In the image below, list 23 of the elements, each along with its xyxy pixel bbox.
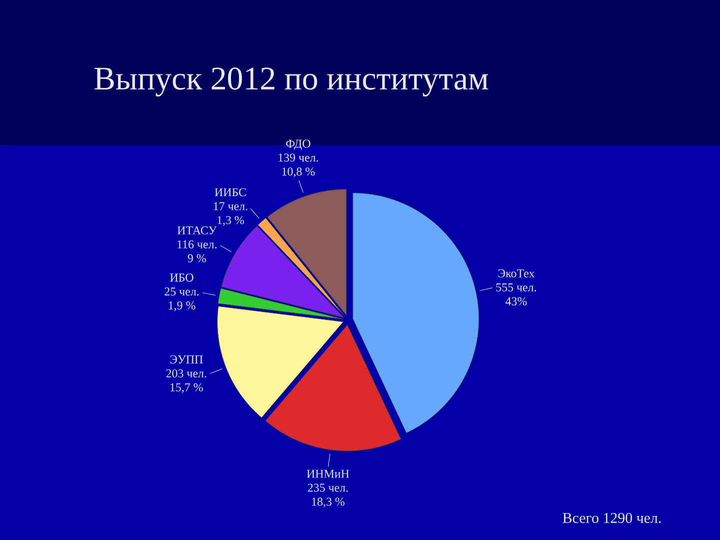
text: 9 % [188, 254, 206, 262]
slice-label: ИТАСУ [177, 226, 217, 234]
text: 1,9 % [168, 301, 196, 312]
data-label: 235 чел. [308, 484, 348, 492]
text: 10,8 % [282, 168, 315, 178]
slice-label: ЭкоТех [498, 269, 535, 278]
data-label: 116 чел. [178, 240, 216, 248]
text: 1,3 % [218, 216, 244, 226]
text: Всего 1290 чел. [562, 512, 661, 524]
text: 43% [505, 297, 527, 306]
slice-label: ФДО [286, 140, 310, 150]
slice-label: ИИБС [214, 188, 246, 196]
slice-label: ИНМиН [306, 470, 350, 478]
text: 18,3 % [312, 498, 344, 508]
slice-label: ИБО [170, 274, 194, 282]
chart-title: Выпуск 2012 по институтам [94, 68, 488, 96]
data-label: 203 чел. [166, 369, 206, 378]
data-label: 17 чел. [214, 202, 248, 210]
data-label: 25 чел. [164, 288, 199, 296]
data-label: 139 чел. [278, 154, 318, 162]
data-label: 555 чел. [496, 283, 536, 292]
slice-label: ЭУПП [170, 355, 203, 364]
text: 15,7 % [170, 383, 203, 394]
